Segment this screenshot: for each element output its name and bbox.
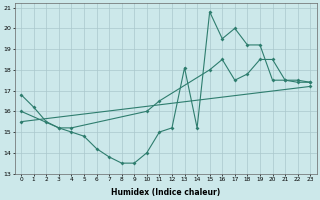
X-axis label: Humidex (Indice chaleur): Humidex (Indice chaleur) bbox=[111, 188, 220, 197]
